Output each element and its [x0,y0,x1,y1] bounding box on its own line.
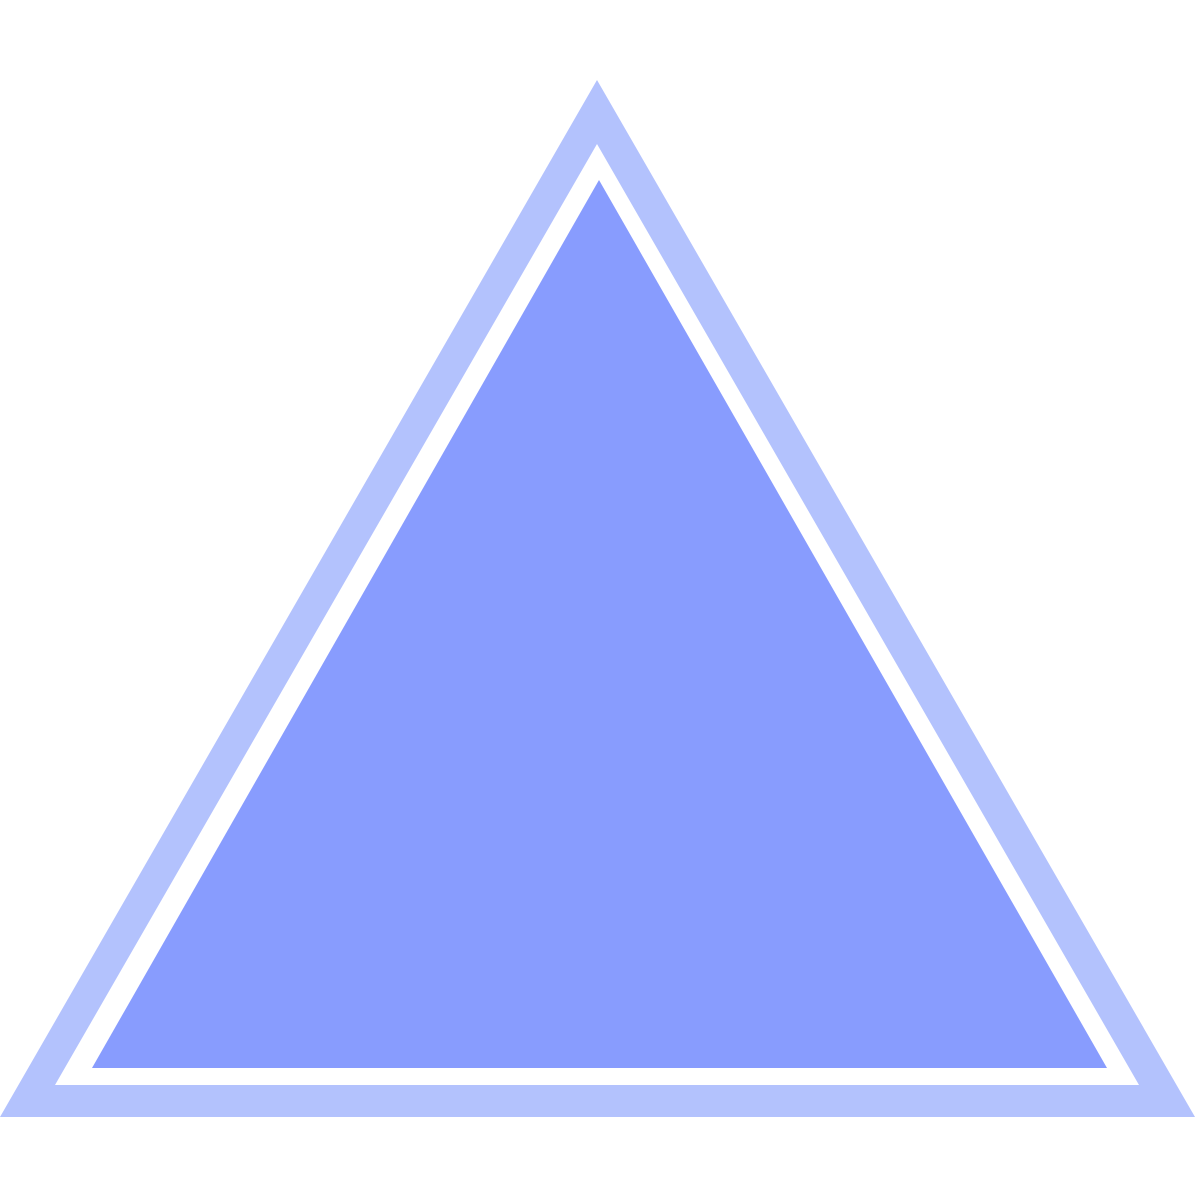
triangle-fill [92,180,1107,1068]
